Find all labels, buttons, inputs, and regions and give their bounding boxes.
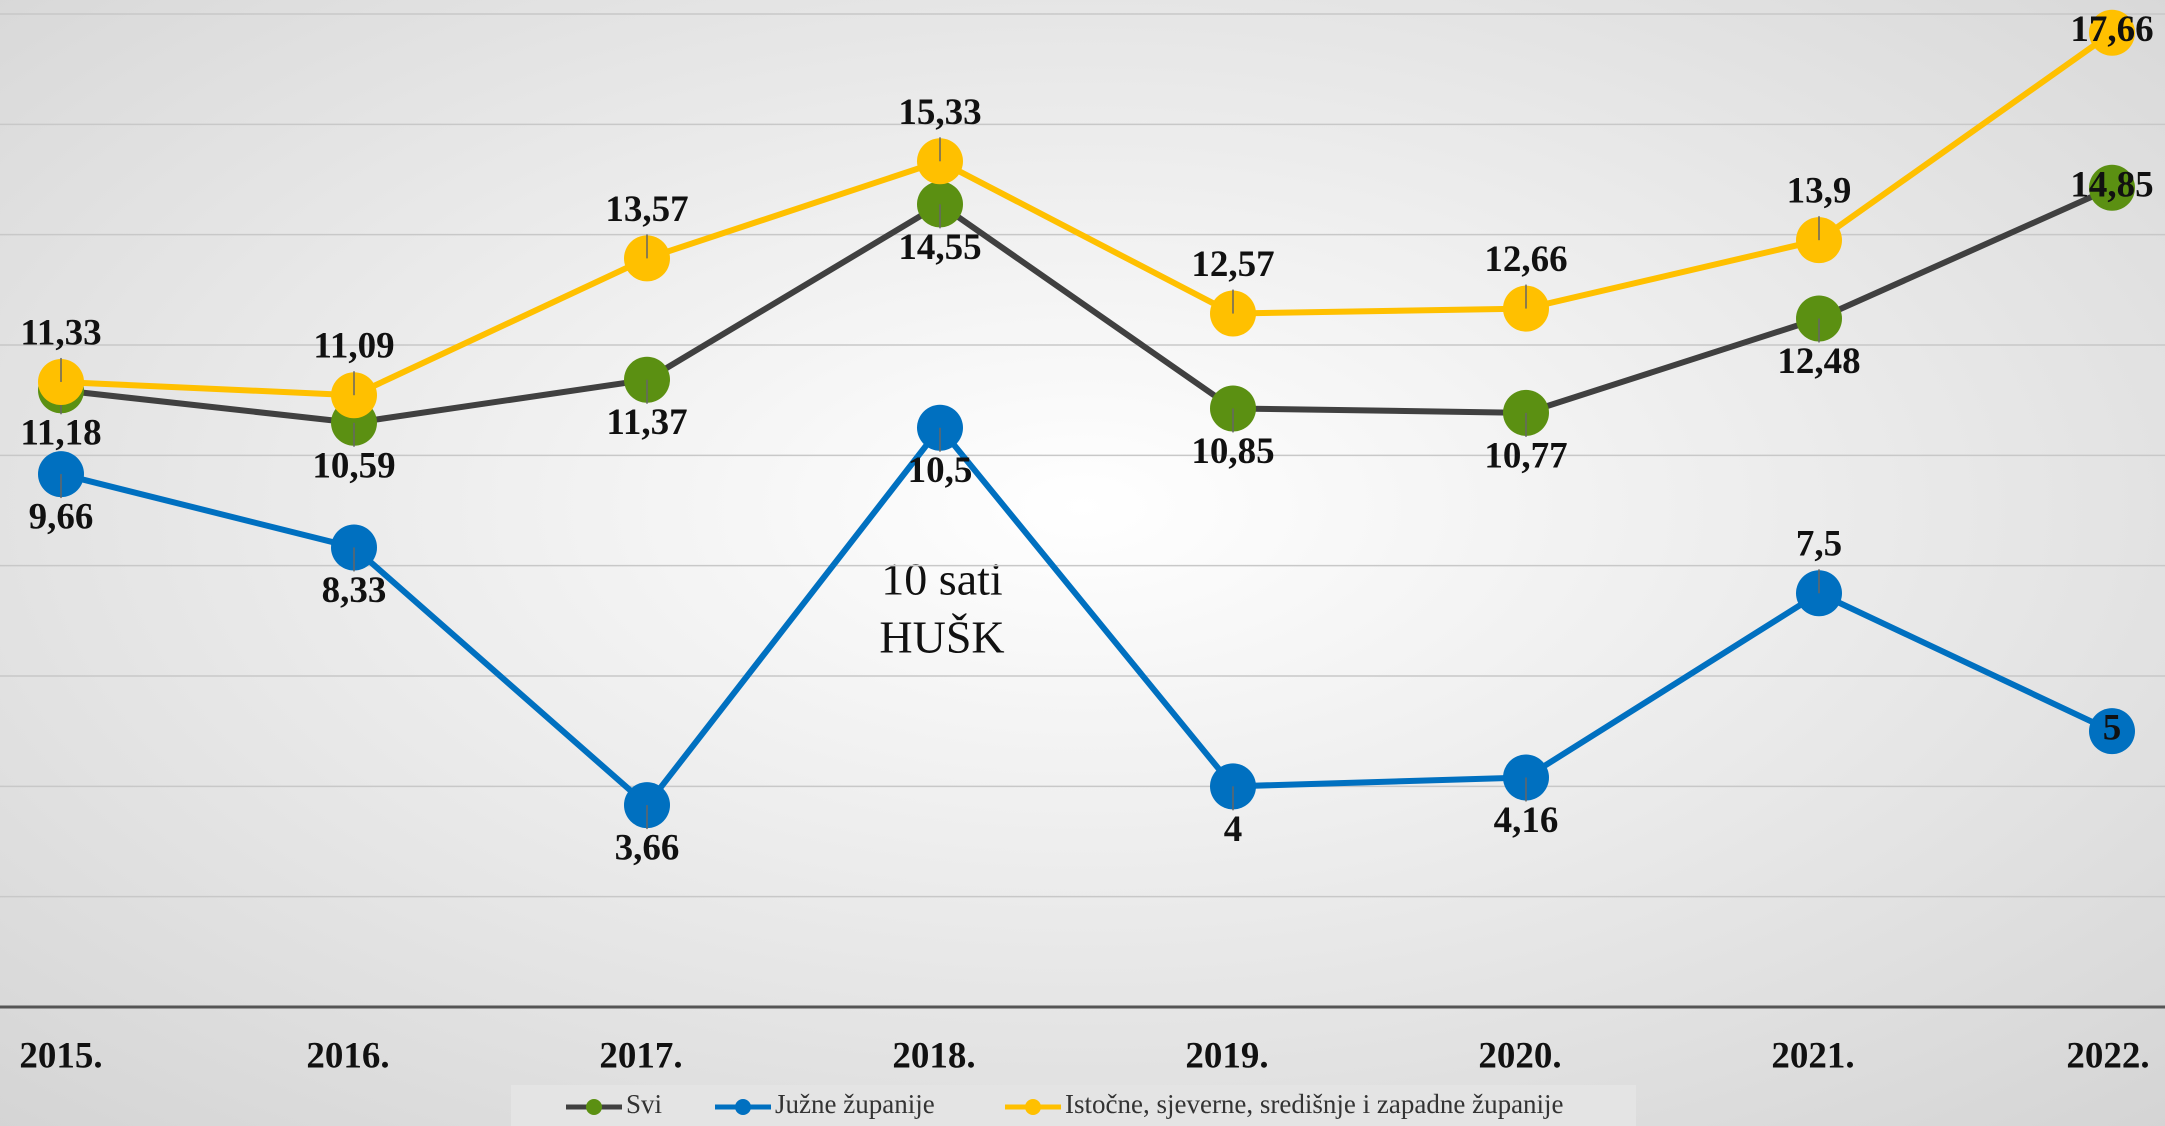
data-label: 12,48 — [1777, 341, 1860, 382]
legend-label: Svi — [626, 1089, 662, 1119]
series-line — [60, 30, 2114, 399]
legend-box — [511, 1085, 1636, 1126]
marker — [1796, 217, 1842, 264]
marker — [2089, 164, 2135, 211]
x-tick-label: 2019. — [1185, 1035, 1268, 1076]
data-label: 7,5 — [1796, 524, 1842, 565]
data-label: 10,59 — [312, 445, 395, 486]
data-label: 14,85 — [2070, 164, 2153, 205]
series-line — [60, 424, 2114, 809]
data-label: 4 — [1224, 809, 1243, 850]
data-label: 11,18 — [20, 413, 101, 454]
legend-label: Južne županije — [775, 1089, 935, 1119]
x-tick-label: 2021. — [1771, 1035, 1854, 1076]
data-label: 11,09 — [313, 326, 394, 367]
data-label: 13,9 — [1787, 171, 1852, 212]
data-label: 4,16 — [1494, 800, 1559, 841]
data-label: 9,66 — [29, 497, 94, 538]
data-label: 11,37 — [606, 402, 687, 443]
data-label: 5 — [2103, 708, 2122, 749]
data-label: 3,66 — [615, 828, 680, 869]
data-label: 12,57 — [1191, 244, 1274, 285]
legend-label: Istočne, sjeverne, središnje i zapadne ž… — [1065, 1089, 1564, 1119]
x-tick-label: 2022. — [2066, 1035, 2149, 1076]
x-tick-label: 2018. — [892, 1035, 975, 1076]
annotation: 10 sati — [881, 554, 1002, 605]
data-label: 14,55 — [898, 227, 981, 268]
data-label: 13,57 — [605, 189, 688, 230]
marker — [2089, 708, 2135, 755]
legend-marker — [586, 1099, 602, 1115]
marker — [2089, 9, 2135, 56]
x-tick-label: 2020. — [1478, 1035, 1561, 1076]
annotation: HUŠK — [879, 612, 1004, 663]
legend-marker — [1025, 1099, 1041, 1115]
data-label: 11,33 — [20, 312, 101, 353]
series-line — [60, 185, 2114, 426]
x-tick-label: 2015. — [19, 1035, 102, 1076]
data-label: 10,85 — [1191, 431, 1274, 472]
x-tick-label: 2017. — [599, 1035, 682, 1076]
data-label: 17,66 — [2070, 9, 2153, 50]
data-label: 12,66 — [1484, 239, 1567, 280]
data-label: 15,33 — [898, 92, 981, 133]
data-label: 8,33 — [322, 570, 387, 611]
legend-marker — [735, 1099, 751, 1115]
data-label: 10,77 — [1484, 435, 1567, 476]
x-tick-label: 2016. — [306, 1035, 389, 1076]
data-label: 10,5 — [908, 450, 973, 491]
